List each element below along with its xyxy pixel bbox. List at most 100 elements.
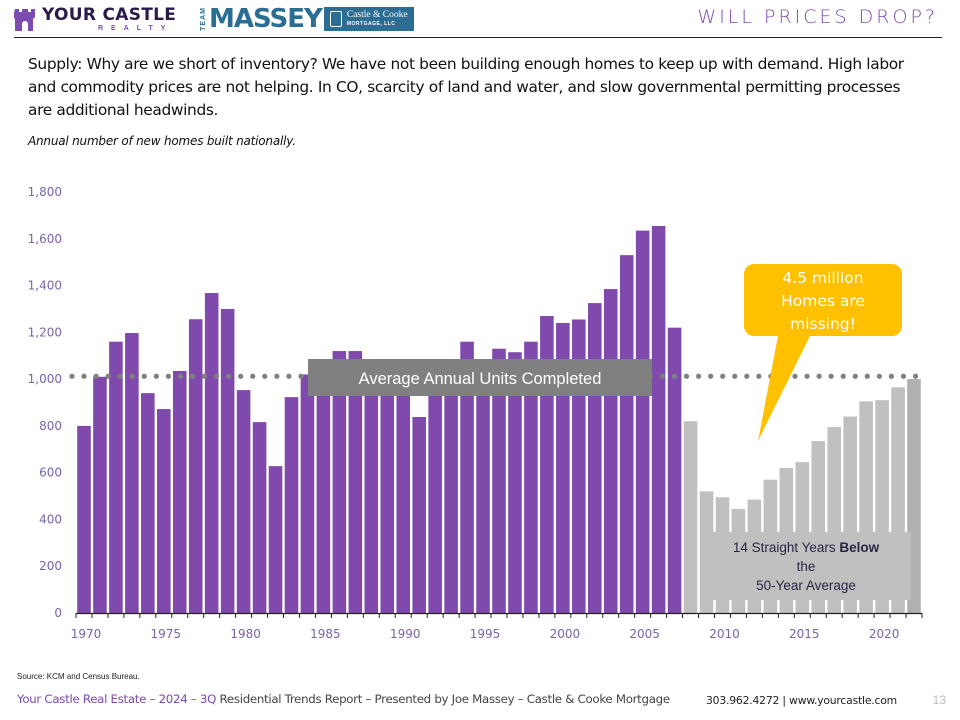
key-icon	[329, 11, 342, 27]
average-dot	[69, 373, 75, 379]
bar-1985	[316, 362, 331, 613]
x-tick-label: 1990	[390, 627, 421, 641]
bar-1992	[428, 388, 442, 613]
average-dot	[744, 373, 750, 379]
x-axis: 1970 1975 1980 1985 1990 1995 2000 2005 2010 2015…	[71, 612, 923, 641]
bar-2006	[651, 225, 666, 614]
average-dot	[816, 373, 822, 379]
partner-sub: MORTGAGE, LLC	[346, 21, 396, 28]
bar-2002	[587, 303, 602, 613]
footer-purple: Your Castle Real Estate – 2024 – 3Q	[17, 692, 217, 706]
header-divider	[14, 37, 942, 38]
x-tick-label: 1985	[310, 627, 341, 641]
team-massey-logo: TEAM MASSEY Castle & Cooke MORTGAGE, LLC	[200, 6, 414, 32]
average-dot	[852, 373, 858, 379]
castle-cooke-logo: Castle & Cooke MORTGAGE, LLC	[323, 7, 414, 31]
average-dot	[274, 373, 280, 379]
page-number: 13	[932, 693, 946, 707]
body-text: Supply: Why are we short of inventory? W…	[28, 55, 904, 119]
below-average-line-2: the	[797, 559, 816, 574]
average-dot	[756, 373, 762, 379]
average-dot	[262, 373, 268, 379]
x-tick-label: 1980	[230, 627, 261, 641]
average-dot	[696, 373, 702, 379]
y-tick-label: 200	[39, 559, 62, 573]
bar-1979	[220, 308, 235, 613]
average-dot	[864, 373, 870, 379]
bar-1978	[204, 293, 219, 613]
bar-2007	[667, 327, 682, 613]
average-dot	[165, 373, 171, 379]
chart-caption: Annual number of new homes built nationa…	[28, 134, 296, 148]
footer-text: Your Castle Real Estate – 2024 – 3Q Resi…	[17, 692, 670, 706]
x-tick-label: 2020	[869, 627, 900, 641]
bar-1987	[348, 351, 363, 613]
bar-1997	[508, 352, 522, 613]
bar-1995	[476, 362, 490, 613]
bar-1989	[380, 374, 395, 613]
y-axis: 0 200 400 600 800 1,000 1,200 1,400 1,600 1,800	[28, 185, 62, 620]
average-dot	[141, 373, 147, 379]
average-dot	[238, 373, 244, 379]
average-dot	[828, 373, 834, 379]
bar-1982	[268, 466, 283, 613]
average-dot	[117, 373, 123, 379]
bar-1993	[444, 369, 458, 613]
callout-text-line: Homes are	[781, 292, 865, 310]
y-tick-label: 0	[54, 606, 62, 620]
x-tick-label: 2000	[550, 627, 581, 641]
average-dot	[888, 373, 895, 379]
y-tick-label: 800	[39, 419, 62, 433]
slide-title: WILL PRICES DROP?	[697, 6, 938, 28]
bar-1971	[93, 376, 107, 613]
bar-1972	[109, 341, 123, 613]
average-dot	[129, 373, 135, 379]
y-tick-label: 400	[39, 512, 62, 526]
bar-1970	[77, 425, 91, 613]
average-label-box	[308, 359, 652, 396]
x-tick-label: 2010	[709, 627, 740, 641]
below-average-text: 14 Straight Years	[733, 540, 840, 555]
average-dot	[792, 373, 798, 379]
average-dot	[900, 373, 907, 379]
average-dot	[732, 373, 738, 379]
bar-1980	[236, 390, 251, 613]
average-dot	[250, 373, 256, 379]
average-dot	[214, 373, 220, 379]
castle-icon	[14, 9, 35, 31]
callout-text-line: missing!	[790, 315, 856, 333]
average-dot	[201, 373, 208, 379]
average-dot	[683, 373, 690, 379]
bar-1996	[492, 348, 506, 613]
average-label: Average Annual Units Completed	[359, 370, 602, 388]
bar-1994	[460, 341, 474, 613]
bar-2008	[683, 421, 698, 613]
footer-contact[interactable]: 303.962.4272 | www.yourcastle.com	[706, 694, 897, 707]
average-dot	[708, 373, 714, 379]
average-dot	[659, 373, 666, 379]
bar-1986	[332, 351, 347, 613]
x-tick-label: 1970	[71, 627, 102, 641]
y-tick-label: 1,000	[28, 372, 62, 386]
average-dot	[298, 373, 304, 379]
average-dot	[153, 373, 159, 379]
partner-main: Castle & Cooke	[346, 9, 408, 20]
bar-chart: 0 200 400 600 800 1,000 1,200 1,400 1,600 1,800 A…	[28, 185, 923, 641]
callout-text-line: 4.5 million	[782, 269, 863, 287]
bar-1991	[412, 417, 426, 613]
bar-1984	[300, 374, 315, 613]
average-dot	[912, 373, 919, 379]
average-dot	[81, 373, 87, 379]
average-dot	[177, 373, 184, 379]
x-tick-label: 2005	[629, 627, 660, 641]
bar-2004	[619, 255, 634, 613]
below-average-bold: Below	[839, 540, 879, 555]
annotations: 14 Straight Years Below the 50-Year Averag…	[701, 264, 911, 600]
average-line: Average Annual Units Completed	[69, 359, 919, 396]
below-average-line-1: 14 Straight Years Below	[733, 540, 880, 555]
your-castle-logo: YOUR CASTLE REALTY	[14, 6, 176, 32]
bar-2003	[603, 289, 618, 613]
bar-1973	[125, 333, 139, 613]
y-tick-label: 1,800	[28, 185, 62, 199]
average-dot	[189, 373, 196, 379]
